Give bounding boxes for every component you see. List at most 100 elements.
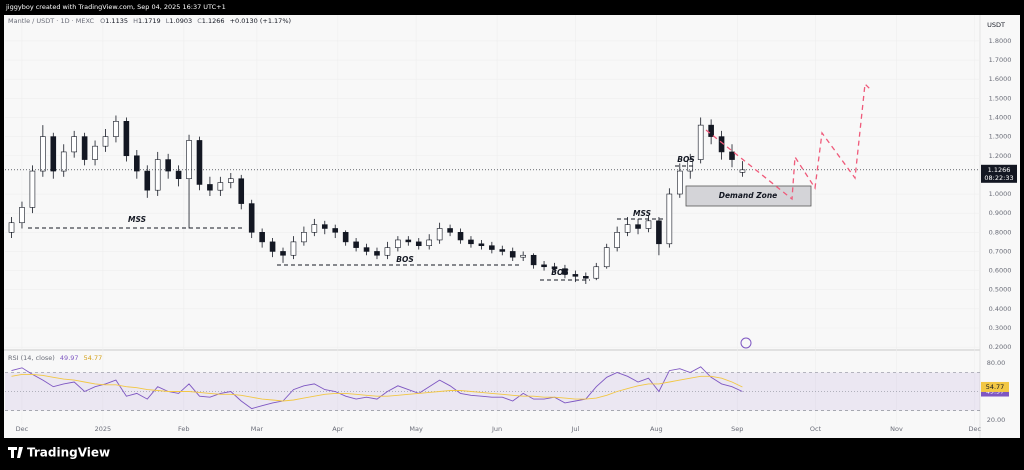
candle-body <box>207 184 213 191</box>
annotation: BOS <box>677 155 695 164</box>
y-tick-label: 0.8000 <box>989 228 1012 236</box>
x-tick-label: May <box>409 425 423 433</box>
candle-body <box>572 274 579 277</box>
candle-body <box>280 251 286 256</box>
candle-body <box>81 136 88 160</box>
x-tick-label: Jul <box>570 425 579 433</box>
x-tick-label: Apr <box>332 425 344 433</box>
y-tick-label: 1.7000 <box>989 56 1012 64</box>
x-tick-label: Feb <box>178 425 190 433</box>
y-tick-label: 1.0000 <box>989 190 1012 198</box>
candle-body <box>50 136 57 172</box>
ohlc-value: 1.0903 <box>169 17 192 25</box>
candle-body <box>186 140 192 180</box>
candle-body <box>92 145 98 160</box>
candle-body <box>395 239 401 248</box>
candle-body <box>311 224 318 233</box>
candle-body <box>489 245 495 250</box>
y-tick-label: 0.6000 <box>989 267 1012 275</box>
candle-body <box>624 224 631 233</box>
ohlc-letter: O <box>100 17 105 25</box>
rsi-title: RSI (14, close) <box>8 354 55 362</box>
annotation: MSS <box>128 215 146 224</box>
brand: TradingView <box>8 446 110 460</box>
candle-body <box>520 254 526 258</box>
candle-body <box>635 224 641 229</box>
y-tick-label: 80.00 <box>987 359 1006 367</box>
candle-body <box>374 251 380 256</box>
event-icon[interactable] <box>740 337 752 349</box>
structure-lines <box>28 165 695 281</box>
x-tick-label: Dec <box>16 425 29 433</box>
symbol-legend: Mantle / USDT · 1D · MEXC O1.1135 H1.171… <box>8 17 291 25</box>
candle-body <box>134 155 140 172</box>
candle-body <box>384 247 391 256</box>
logo <box>8 447 23 458</box>
y-tick-label: 0.2000 <box>989 343 1012 351</box>
x-tick-label: Nov <box>890 425 903 433</box>
last-price-tag <box>981 164 1017 183</box>
candle-body <box>468 239 474 245</box>
ohlc-value: 1.1719 <box>138 17 161 25</box>
candle-body <box>415 241 422 246</box>
value-tag-label: 54.77 <box>986 383 1005 391</box>
projection <box>705 82 871 201</box>
candle-body <box>708 124 714 137</box>
candle-body <box>551 266 558 269</box>
candle-body <box>29 170 36 208</box>
ohlc-value: 1.1266 <box>202 17 225 25</box>
symbol: Mantle / USDT · 1D · MEXC <box>8 17 94 25</box>
candle-body <box>228 178 234 183</box>
plot: 0.2000 0.3000 0.4000 0.5000 0.6000 0.7000 0.80… <box>5 15 1017 433</box>
candle-body <box>8 222 15 233</box>
x-tick-label: Oct <box>810 425 822 433</box>
ohlc-value: 1.1135 <box>105 17 128 25</box>
x-tick-label: Dec <box>968 425 981 433</box>
candle-body <box>645 220 652 229</box>
annotation: Demand Zone <box>719 191 778 200</box>
candle-body <box>175 170 182 180</box>
brand-name: TradingView <box>27 446 110 460</box>
y-tick-label: 20.00 <box>987 416 1006 424</box>
candle-body <box>19 207 25 224</box>
candle-body <box>729 151 735 160</box>
candle-body <box>478 243 485 246</box>
candle-body <box>113 121 119 137</box>
candle-body <box>676 170 683 195</box>
ohlc-letter: C <box>197 17 202 25</box>
rsi-line <box>11 373 743 402</box>
rsi-ma-value: 54.77 <box>84 354 103 362</box>
demand-zone <box>685 185 812 207</box>
x-tick-label: Aug <box>650 425 663 433</box>
ohlc-letter: H <box>133 17 138 25</box>
y-tick-label: 0.4000 <box>989 305 1012 313</box>
candle-body <box>697 124 704 160</box>
ohlc-letter: L <box>166 17 170 25</box>
countdown: 08:22:33 <box>984 174 1013 182</box>
y-tick-label: 1.8000 <box>989 37 1012 45</box>
candle-body <box>196 140 203 185</box>
candle-body <box>217 182 224 191</box>
candle-body <box>457 232 464 241</box>
annotation: BOS <box>396 255 414 264</box>
candle-body <box>499 249 506 252</box>
last-price: 1.1266 <box>988 166 1011 174</box>
rsi-value: 49.97 <box>60 354 79 362</box>
candle-body <box>562 268 568 275</box>
candle-body <box>269 241 276 252</box>
candle-body <box>718 136 725 153</box>
candle-body <box>144 170 151 191</box>
candle-body <box>530 254 537 266</box>
annotation: MSS <box>633 209 651 218</box>
candle-body <box>353 241 359 248</box>
y-tick-label: 0.7000 <box>989 247 1012 255</box>
candle-body <box>342 232 349 243</box>
candle-body <box>301 232 307 243</box>
candle-body <box>687 159 694 172</box>
y-tick-label: 0.9000 <box>989 209 1012 217</box>
candle-body <box>541 264 547 268</box>
candle-body <box>332 228 339 233</box>
candle-body <box>123 121 130 157</box>
y-tick-label: 1.4000 <box>989 113 1012 121</box>
